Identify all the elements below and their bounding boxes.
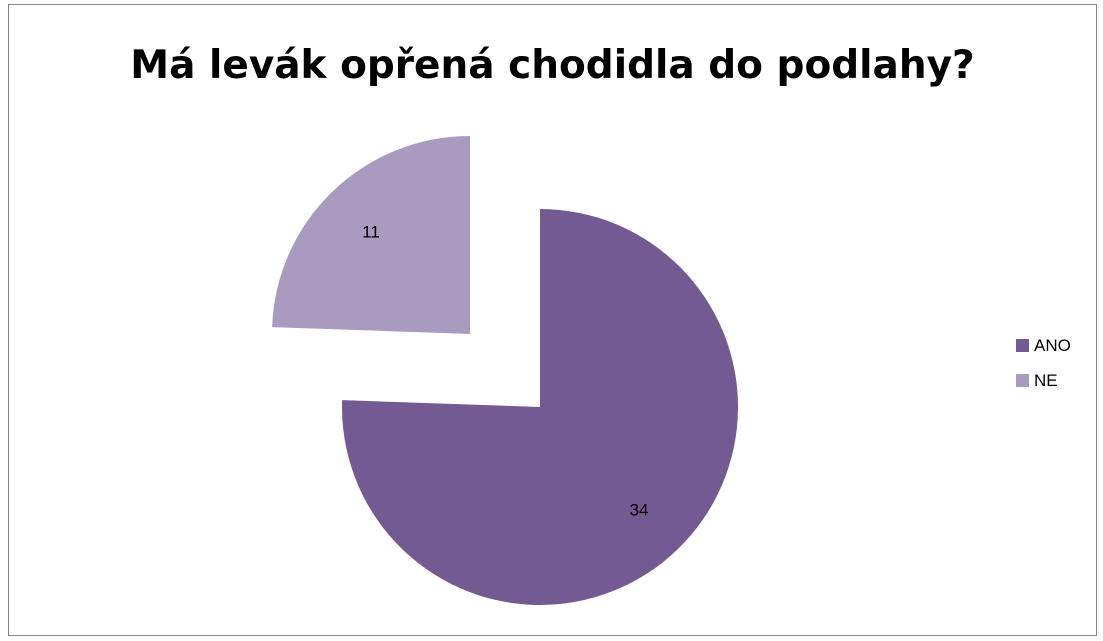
legend-swatch-ne [1016, 374, 1029, 387]
legend-label-ne: NE [1034, 370, 1058, 390]
legend-item-ano: ANO [1016, 334, 1071, 357]
pie-slice-ne [272, 136, 470, 334]
pie-slice-ano [342, 209, 738, 605]
data-label-ano: 34 [630, 501, 649, 520]
legend: ANO NE [1016, 334, 1071, 404]
data-label-ne: 11 [362, 222, 380, 241]
legend-swatch-ano [1016, 339, 1029, 352]
chart-title: Má levák opřená chodidla do podlahy? [130, 43, 975, 88]
legend-item-ne: NE [1016, 369, 1071, 392]
legend-label-ano: ANO [1034, 335, 1071, 355]
